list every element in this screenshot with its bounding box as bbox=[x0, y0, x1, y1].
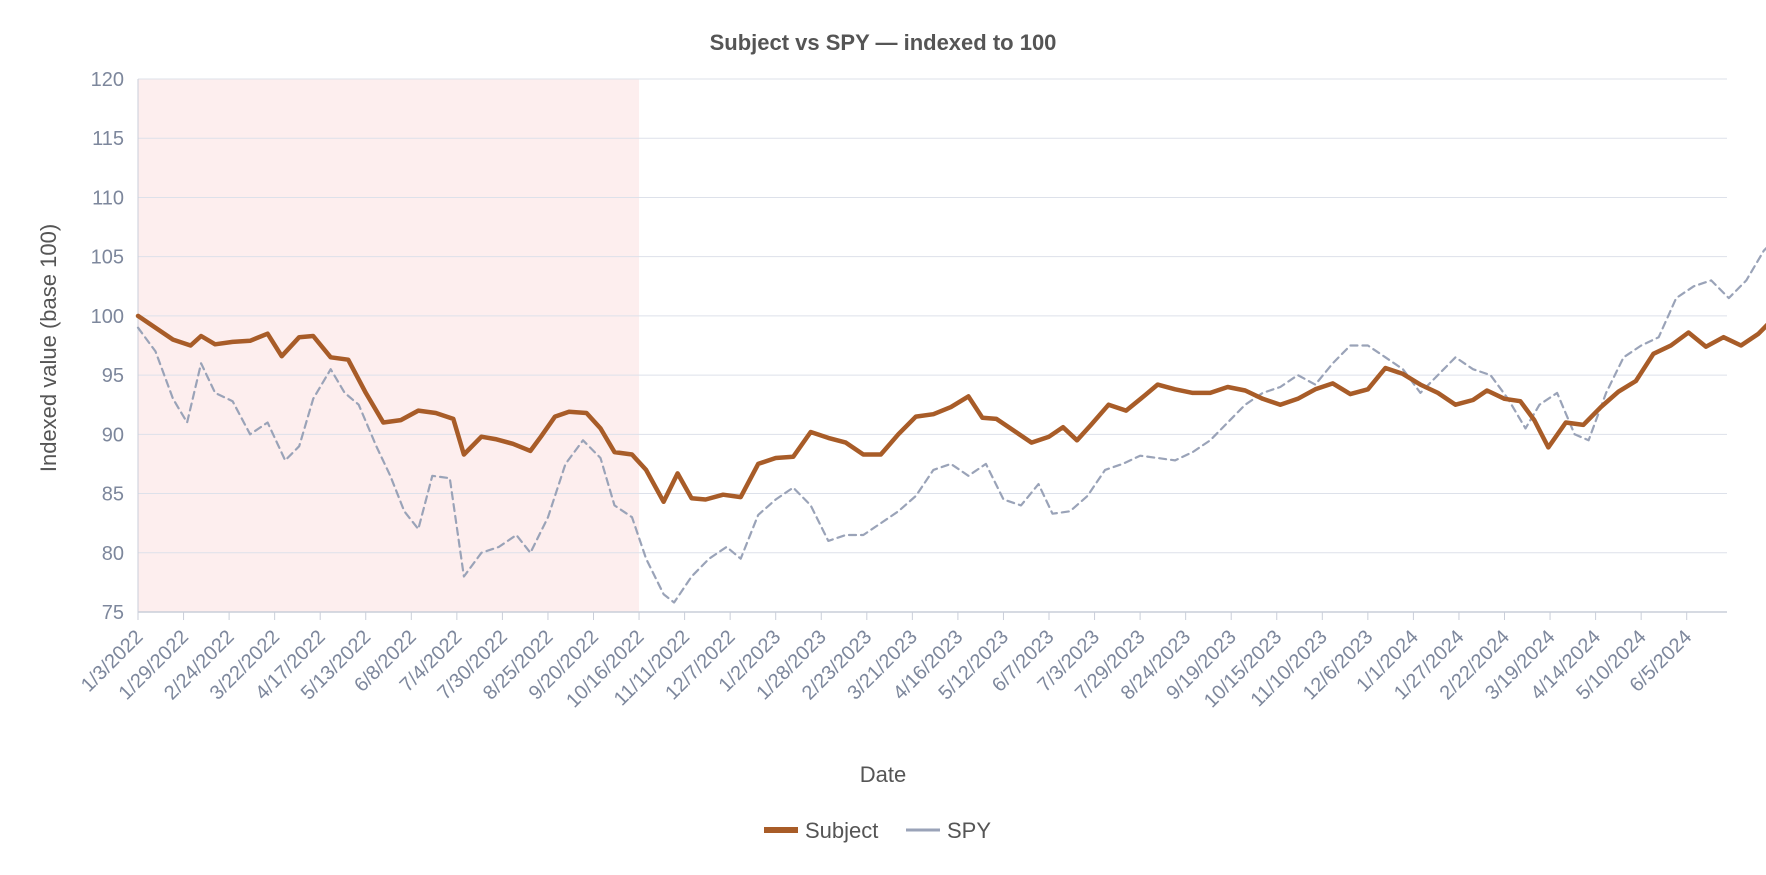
axis-layer: 75 80 85 90 95 100 105 110 115 120 bbox=[91, 69, 1727, 624]
legend-spy-label: SPY bbox=[947, 818, 991, 843]
label-layer: 1/3/20221/29/20222/24/20223/22/20224/17/… bbox=[77, 626, 1696, 712]
chart-title: Subject vs SPY — indexed to 100 bbox=[710, 30, 1057, 55]
y-tick-label: 115 bbox=[92, 128, 124, 150]
y-tick-label: 80 bbox=[102, 543, 124, 565]
x-axis-label: Date bbox=[860, 762, 906, 787]
series-line-subject bbox=[135, 313, 1766, 505]
y-tick-label: 85 bbox=[102, 484, 124, 506]
y-tick-label: 95 bbox=[102, 365, 124, 387]
y-tick-label: 110 bbox=[92, 187, 124, 209]
series-line-spy bbox=[136, 246, 1766, 604]
y-tick-label: 105 bbox=[91, 247, 124, 269]
grid-layer bbox=[138, 78, 1727, 613]
y-axis-label: Indexed value (base 100) bbox=[36, 224, 61, 472]
y-tick-label: 90 bbox=[102, 424, 124, 446]
y-tick-label: 100 bbox=[91, 306, 124, 328]
series-layer bbox=[135, 246, 1766, 604]
legend: Subject SPY bbox=[764, 818, 991, 843]
y-tick-label: 120 bbox=[91, 69, 124, 91]
legend-subject-label: Subject bbox=[805, 818, 878, 843]
y-tick-label: 75 bbox=[102, 602, 124, 624]
